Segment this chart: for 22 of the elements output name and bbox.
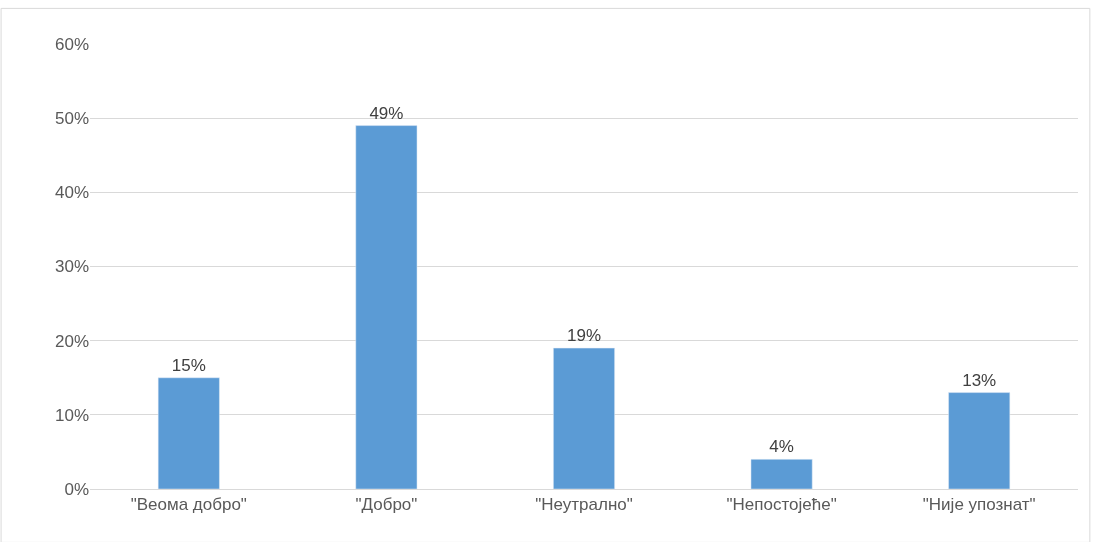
x-tick-label: "Веома добро" <box>130 495 247 515</box>
x-tick-label: "Добро" <box>355 495 418 515</box>
data-label: 49% <box>369 103 404 123</box>
y-tick-label: 40% <box>54 183 89 203</box>
data-label: 13% <box>962 370 997 390</box>
x-tick-label: "Непостојеће" <box>726 495 837 515</box>
y-tick-label: 10% <box>54 405 89 425</box>
x-tick-label: "Неутрално" <box>535 495 633 515</box>
y-tick-label: 20% <box>54 331 89 351</box>
y-tick-label: 50% <box>54 109 89 129</box>
bar <box>355 125 418 489</box>
data-label: 19% <box>566 326 602 346</box>
y-tick-label: 0% <box>64 479 89 499</box>
bar <box>948 392 1011 489</box>
bar <box>553 347 615 489</box>
bar <box>750 459 813 489</box>
data-label: 15% <box>171 355 206 375</box>
y-tick-label: 30% <box>54 257 89 277</box>
x-tick-label: "Није упознат" <box>922 495 1036 515</box>
data-label: 4% <box>769 437 794 457</box>
bar <box>157 377 220 489</box>
y-tick-label: 60% <box>54 34 89 54</box>
